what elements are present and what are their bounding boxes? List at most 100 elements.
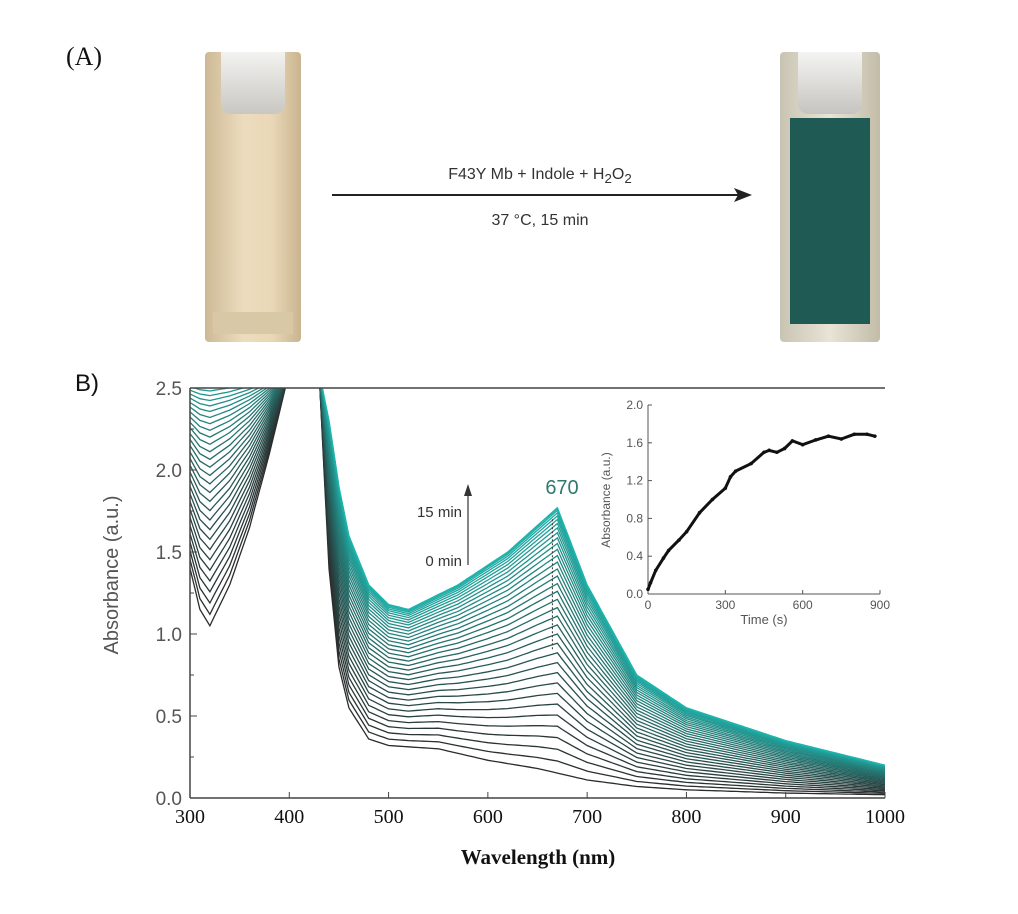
kinetic-trace <box>646 432 876 590</box>
kinetic-point <box>677 538 681 542</box>
spectrum-trace <box>190 388 885 787</box>
spectrum-trace <box>190 388 885 770</box>
spectrum-trace <box>190 388 885 782</box>
inset-y-tick-label: 2.0 <box>626 398 643 412</box>
inset-y-tick-label: 0.0 <box>626 587 643 601</box>
spectrum-trace <box>321 388 885 768</box>
spectrum-trace <box>190 388 885 774</box>
inset-x-tick-label: 0 <box>645 598 652 612</box>
panel-a-label: (A) <box>66 42 103 71</box>
kinetic-point <box>733 469 738 473</box>
spectrum-trace <box>190 388 885 779</box>
spectrum-trace <box>190 388 885 789</box>
spectrum-trace <box>190 388 885 770</box>
y-tick-label: 2.5 <box>156 379 182 400</box>
y-tick-label: 0.0 <box>156 789 182 810</box>
inset-x-axis-label: Time (s) <box>740 612 787 627</box>
spectrum-trace <box>190 388 885 769</box>
arrow-bottom-label: 0 min <box>425 553 462 570</box>
inset-y-tick-label: 0.8 <box>626 511 643 525</box>
reaction-arrow <box>332 188 752 202</box>
kinetic-point <box>648 580 653 585</box>
kinetic-point <box>762 450 766 455</box>
spectrum-trace <box>190 388 885 795</box>
kinetic-point <box>767 448 771 453</box>
kinetic-point <box>782 446 787 451</box>
spectrum-trace <box>190 388 885 781</box>
kinetic-point <box>852 432 857 437</box>
inset-x-tick-label: 600 <box>793 598 813 612</box>
inset-y-tick-label: 1.6 <box>626 436 643 450</box>
x-axis-label: Wavelength (nm) <box>461 845 616 869</box>
x-tick-label: 1000 <box>865 806 905 828</box>
inset-y-tick-label: 0.4 <box>626 549 643 563</box>
y-tick-label: 1.5 <box>156 543 182 564</box>
kinetic-point <box>873 434 877 438</box>
kinetic-point <box>666 548 671 553</box>
kinetic-point <box>775 450 779 455</box>
x-tick-label: 300 <box>175 806 205 828</box>
kinetic-point <box>865 432 869 437</box>
spectrum-trace <box>190 388 885 772</box>
kinetic-point <box>697 510 702 515</box>
spectrum-trace <box>190 388 885 796</box>
x-tick-label: 700 <box>572 806 602 828</box>
kinetic-point <box>800 442 805 447</box>
kinetic-point <box>813 438 818 442</box>
inset-x-tick-label: 900 <box>870 598 890 612</box>
cuvette-before <box>205 52 301 342</box>
spectrum-trace <box>190 388 885 792</box>
y-tick-label: 0.5 <box>156 707 182 728</box>
x-tick-label: 400 <box>274 806 304 828</box>
spectrum-trace <box>190 388 885 791</box>
spectrum-trace <box>190 388 885 793</box>
inset-y-axis-label: Absorbance (a.u.) <box>599 452 613 547</box>
spectrum-trace <box>190 388 885 777</box>
cuvette-after <box>780 52 880 342</box>
y-tick-label: 2.0 <box>156 461 182 482</box>
spectrum-trace <box>190 388 885 788</box>
spectrum-trace <box>190 388 885 776</box>
y-axis-label: Absorbance (a.u.) <box>101 496 123 655</box>
kinetic-point <box>646 587 650 592</box>
spectrum-trace <box>190 388 885 775</box>
kinetic-point <box>684 529 689 534</box>
peak-label: 670 <box>545 477 578 499</box>
kinetic-point <box>710 497 715 502</box>
kinetic-point <box>723 486 728 490</box>
spectrum-trace <box>190 388 885 778</box>
spectrum-trace <box>190 388 885 780</box>
spectrum-trace <box>190 388 885 785</box>
y-tick-label: 1.0 <box>156 625 182 646</box>
x-tick-label: 800 <box>671 806 701 828</box>
kinetic-point <box>728 475 733 479</box>
inset-y-tick-label: 1.2 <box>626 474 643 488</box>
spectra-traces <box>190 388 885 796</box>
spectrum-trace <box>321 388 885 766</box>
spectrum-trace <box>190 388 885 773</box>
kinetic-point <box>826 434 831 438</box>
spectrum-trace <box>190 388 885 771</box>
inset-x-tick-label: 300 <box>715 598 735 612</box>
spectrum-trace <box>190 388 885 786</box>
kinetic-point <box>661 556 666 560</box>
kinetic-point <box>653 568 658 573</box>
panel-b-label: B) <box>75 370 99 397</box>
x-tick-label: 500 <box>374 806 404 828</box>
spectrum-trace <box>190 388 885 772</box>
kinetic-point <box>790 439 795 443</box>
reaction-conditions: 37 °C, 15 min <box>491 212 589 229</box>
x-tick-label: 600 <box>473 806 503 828</box>
spectrum-trace <box>192 388 885 769</box>
kinetic-point <box>839 437 844 441</box>
kinetic-point <box>749 461 753 466</box>
arrow-top-label: 15 min <box>417 504 462 521</box>
reaction-reagents: F43Y Mb + Indole + H2O2 <box>448 166 632 187</box>
spectrum-trace <box>321 388 885 768</box>
spectrum-trace <box>321 388 885 766</box>
time-arrow-head <box>464 484 472 496</box>
x-tick-label: 900 <box>771 806 801 828</box>
spectrum-trace <box>190 388 885 777</box>
